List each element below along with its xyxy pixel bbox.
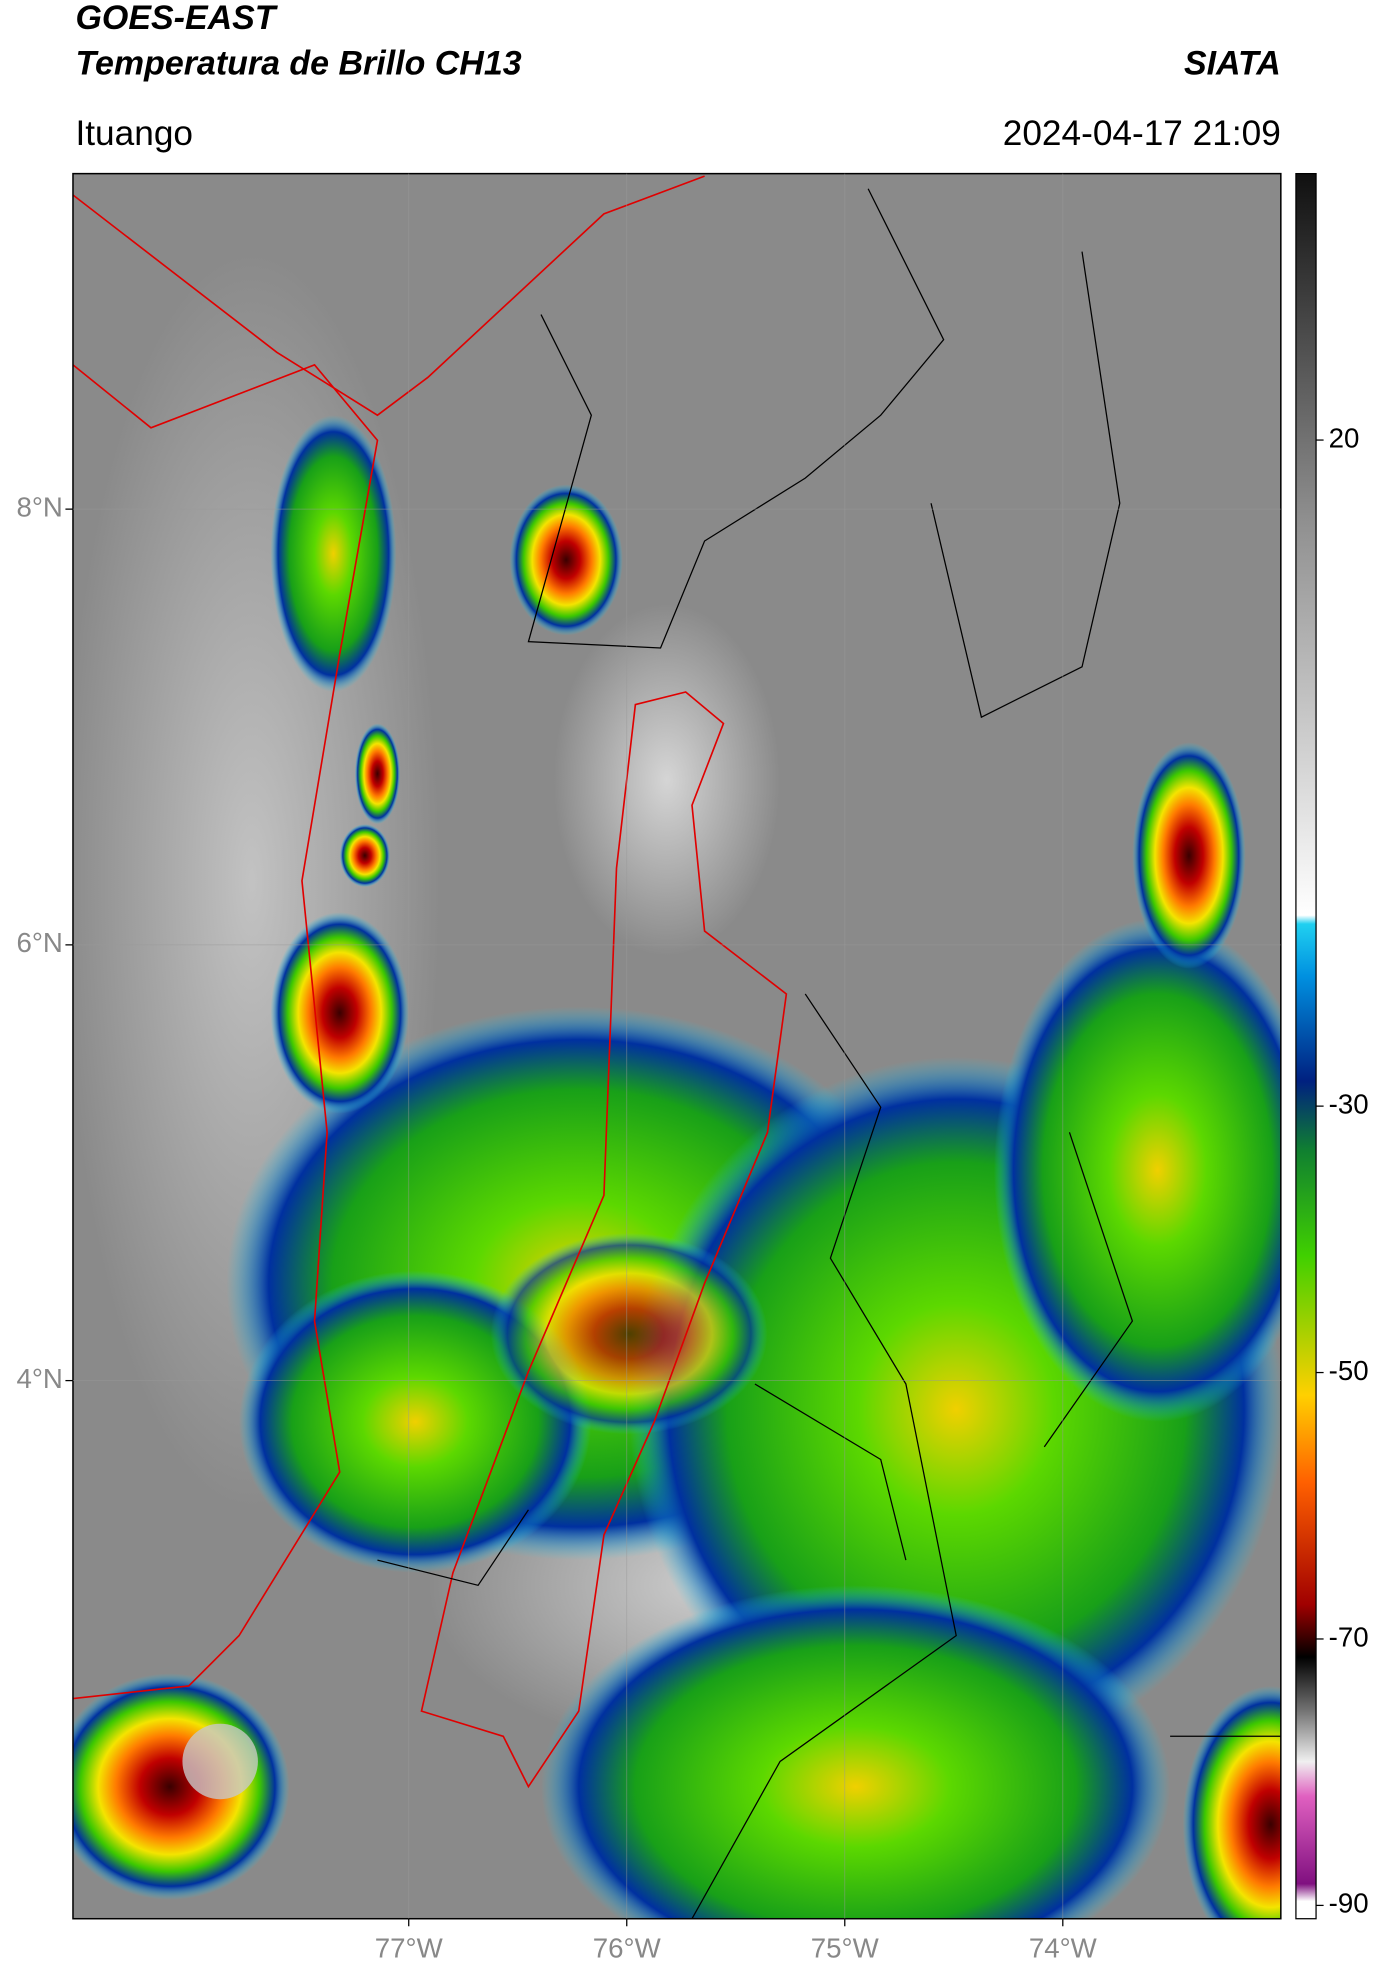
storm-core bbox=[270, 912, 409, 1114]
colorbar bbox=[1295, 172, 1317, 1920]
cloud bbox=[553, 603, 781, 957]
colorbar-tick-label: -50 bbox=[1329, 1355, 1369, 1386]
map-frame bbox=[72, 172, 1282, 1920]
colorbar-tick-label: -30 bbox=[1329, 1088, 1369, 1119]
colorbar-tick-label: 20 bbox=[1329, 422, 1360, 453]
storm-core bbox=[1132, 742, 1246, 969]
lon-tick-label: 76°W bbox=[593, 1932, 662, 1963]
storm-top bbox=[182, 1723, 258, 1800]
storm-core bbox=[509, 484, 623, 636]
datetime: 2024-04-17 21:09 bbox=[1003, 114, 1281, 153]
region-border bbox=[420, 691, 788, 1789]
lon-tick-label: 75°W bbox=[811, 1932, 880, 1963]
storm-core bbox=[490, 1233, 768, 1435]
storm-core bbox=[1182, 1685, 1281, 1919]
colorbar-tick-label: -90 bbox=[1329, 1888, 1369, 1919]
subtitle: Temperatura de Brillo CH13 bbox=[75, 44, 521, 82]
admin-border bbox=[377, 188, 1281, 1919]
coastline bbox=[72, 175, 705, 417]
lat-tick-label: 6°N bbox=[16, 927, 62, 958]
lon-tick-label: 77°W bbox=[375, 1932, 444, 1963]
colorbar-tick-label: -70 bbox=[1329, 1621, 1369, 1652]
storm-area bbox=[541, 1585, 1171, 1919]
storm-area bbox=[994, 918, 1281, 1422]
source: SIATA bbox=[1184, 44, 1281, 82]
storm-core bbox=[339, 824, 391, 888]
storm-area bbox=[270, 415, 397, 692]
map-image bbox=[72, 173, 1281, 1919]
lon-tick-label: 74°W bbox=[1029, 1932, 1098, 1963]
coastline bbox=[72, 363, 379, 1700]
title: GOES-EAST bbox=[75, 0, 278, 37]
storm-core bbox=[72, 1673, 290, 1900]
lat-tick-label: 4°N bbox=[16, 1363, 62, 1394]
location: Ituango bbox=[75, 114, 193, 153]
storm-core bbox=[354, 723, 401, 825]
lat-tick-label: 8°N bbox=[16, 491, 62, 522]
